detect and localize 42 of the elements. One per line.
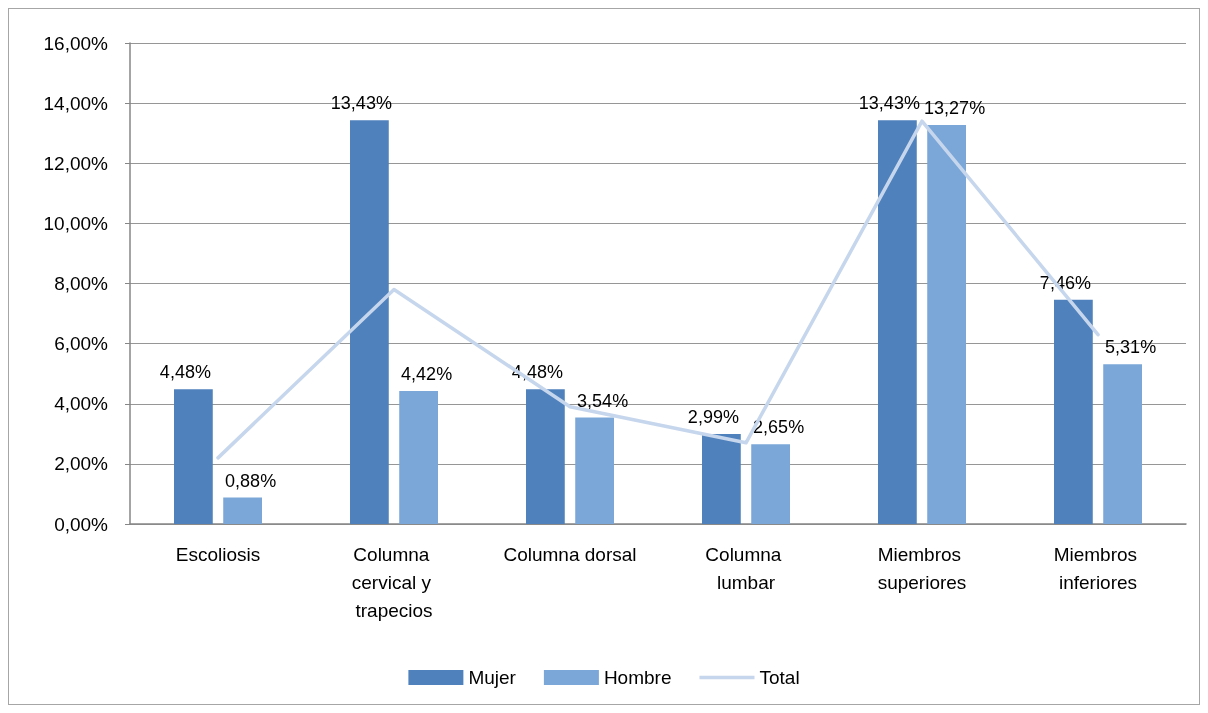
data-label: 5,31% — [1105, 337, 1157, 358]
y-tick-label: 4,00% — [54, 393, 109, 415]
bar — [702, 434, 741, 524]
y-tick-label: 0,00% — [54, 513, 109, 535]
data-label: 3,54% — [577, 390, 629, 411]
data-label: 4,42% — [401, 364, 453, 385]
bar — [575, 417, 614, 524]
legend-label: Mujer — [468, 667, 517, 688]
y-tick-label: 2,00% — [54, 453, 109, 475]
data-label: 2,99% — [687, 407, 739, 428]
y-tick-label: 8,00% — [54, 273, 109, 294]
y-tick-label: 16,00% — [43, 32, 109, 54]
bar — [751, 444, 790, 524]
y-tick-label: 6,00% — [54, 333, 109, 355]
x-tick-label: Miembros superiores — [877, 543, 967, 593]
x-tick-label: Columna lumbar — [705, 543, 787, 593]
data-label: 7,46% — [1039, 272, 1091, 293]
bar — [399, 391, 438, 524]
x-tick-label: Escoliosis — [175, 543, 261, 565]
data-label: 13,43% — [330, 93, 392, 114]
line-series — [216, 119, 1100, 460]
x-tick-label: Columna cervical y trapecios — [351, 543, 437, 621]
bar — [1103, 364, 1142, 524]
data-label: 2,65% — [753, 417, 805, 438]
bar — [878, 120, 917, 524]
bar — [223, 497, 262, 524]
x-tick-label: Miembros inferiores — [1053, 543, 1143, 593]
y-tick-label: 14,00% — [43, 92, 109, 114]
data-label: 13,43% — [858, 93, 920, 114]
bar — [526, 389, 565, 524]
x-tick-label: Columna dorsal — [503, 543, 637, 565]
y-tick-label: 12,00% — [43, 152, 109, 174]
data-label: 13,27% — [924, 98, 986, 119]
legend-label: Total — [759, 667, 800, 688]
y-tick-label: 10,00% — [43, 212, 109, 234]
bar — [927, 125, 966, 524]
bar — [350, 120, 389, 524]
bar — [174, 389, 213, 524]
legend-label: Hombre — [603, 667, 672, 688]
bar — [1054, 299, 1093, 524]
data-label: 4,48% — [159, 362, 211, 383]
data-label: 0,88% — [225, 470, 277, 491]
